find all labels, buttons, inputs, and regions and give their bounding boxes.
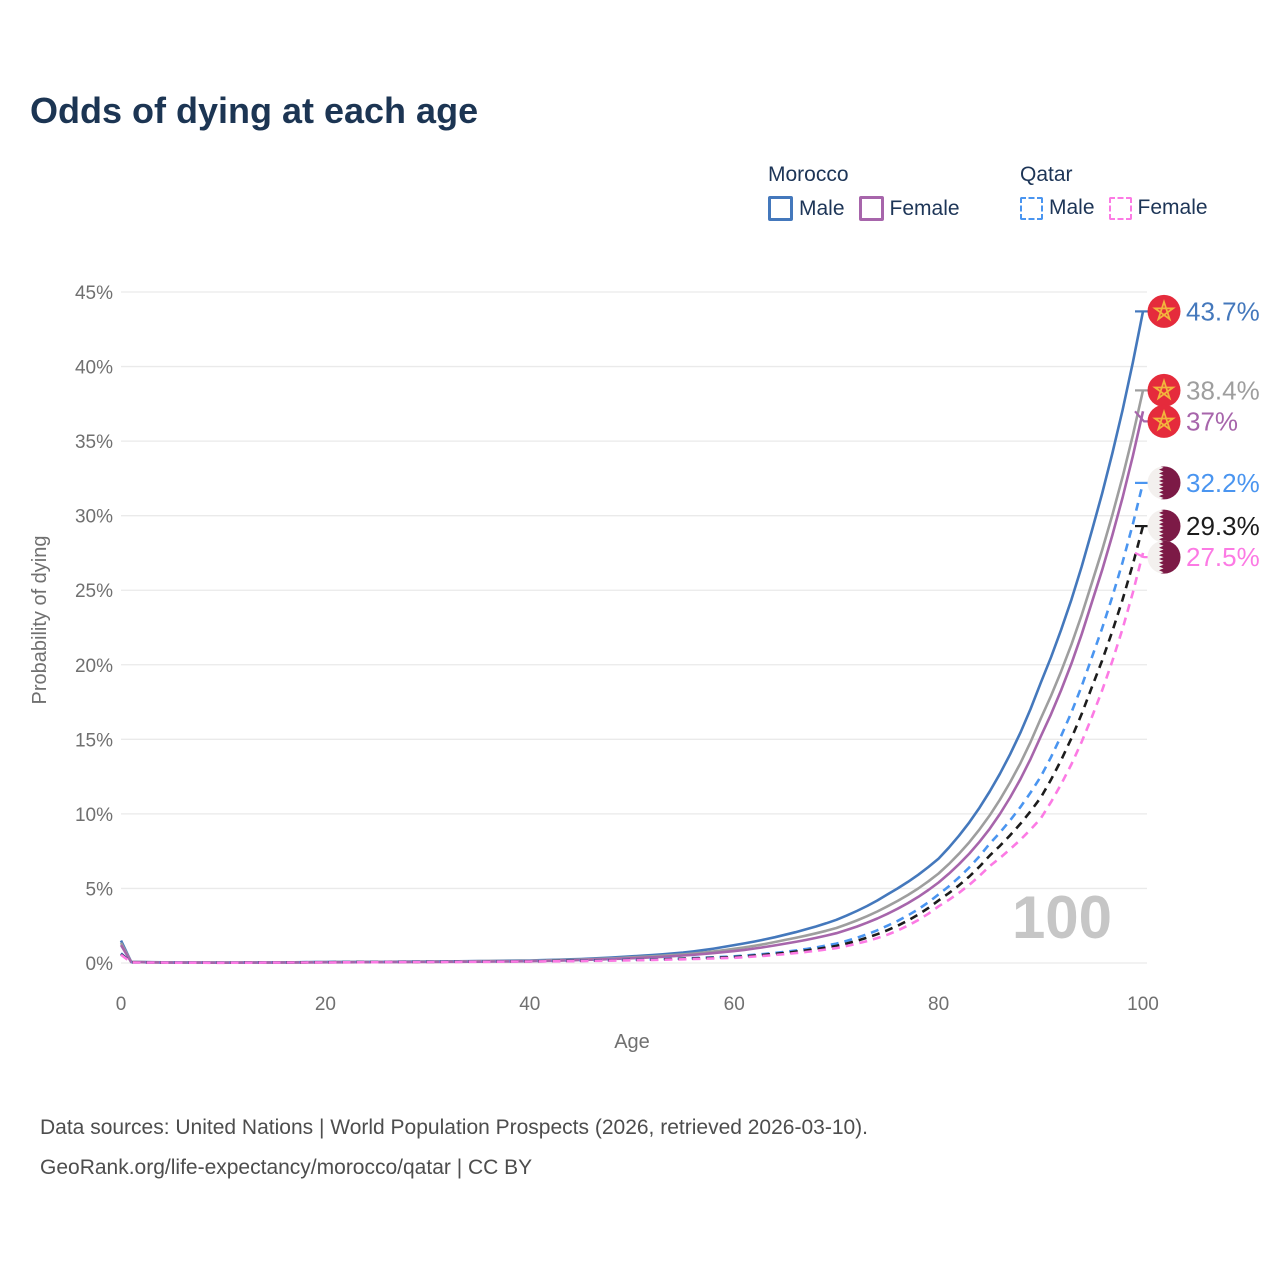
morocco-star-icon	[1152, 377, 1176, 401]
page-title: Odds of dying at each age	[30, 90, 479, 131]
legend-country-morocco[interactable]: Morocco	[768, 163, 849, 187]
y-tick-label: 25%	[75, 581, 113, 602]
end-label-value: 37%	[1186, 406, 1238, 436]
legend-item-morocco-female-label: Female	[889, 196, 960, 220]
age-watermark: 100	[1012, 884, 1112, 951]
legend-item-qatar-male-label: Male	[1049, 196, 1095, 219]
x-tick-label: 0	[116, 994, 127, 1015]
qatar-female-swatch-icon	[1108, 196, 1132, 220]
morocco-male-swatch-icon	[768, 196, 793, 221]
x-tick-label: 60	[724, 994, 745, 1015]
end-label-connector	[1134, 551, 1149, 559]
y-tick-label: 15%	[75, 730, 113, 751]
qatar-flag-maroon	[1159, 540, 1181, 574]
y-tick-label: 20%	[75, 656, 113, 677]
legend-item-morocco-male-label: Male	[799, 196, 845, 220]
end-label-value: 27.5%	[1186, 542, 1260, 572]
end-label-value: 32.2%	[1186, 468, 1260, 498]
y-axis-title: Probability of dying	[29, 536, 51, 705]
morocco-flag-icon	[1147, 404, 1181, 438]
end-label-qatar-all: 29.3%	[1147, 509, 1260, 543]
y-tick-label: 40%	[75, 358, 113, 379]
legend-item-morocco-male[interactable]: Male	[768, 196, 845, 221]
morocco-flag-icon	[1147, 373, 1181, 407]
x-tick-label: 40	[519, 994, 540, 1015]
x-tick-label: 20	[315, 994, 336, 1015]
morocco-star-icon	[1152, 298, 1176, 322]
qatar-flag-icon	[1147, 466, 1181, 500]
morocco-female-swatch-icon	[858, 196, 884, 221]
legend-country-morocco-label: Morocco	[768, 163, 849, 186]
series-line-qatar-female	[120, 552, 1145, 965]
end-label-value: 29.3%	[1186, 511, 1260, 541]
series-line-qatar-all	[120, 525, 1145, 964]
legend-item-qatar-female-label: Female	[1137, 196, 1208, 219]
y-tick-label: 35%	[75, 432, 113, 453]
x-axis-title: Age	[614, 1031, 650, 1053]
end-label-value: 38.4%	[1186, 375, 1260, 405]
end-label-morocco-female: 37%	[1147, 404, 1238, 438]
y-tick-label: 10%	[75, 805, 113, 826]
end-label-value: 43.7%	[1186, 296, 1260, 326]
legend-country-qatar[interactable]: Qatar	[1020, 163, 1073, 187]
end-label-qatar-female: 27.5%	[1147, 540, 1260, 574]
x-tick-label: 80	[928, 994, 949, 1015]
end-label-connector	[1134, 410, 1149, 423]
series-line-morocco-female	[119, 411, 1145, 964]
qatar-flag-icon	[1147, 540, 1181, 574]
y-tick-label: 5%	[86, 879, 114, 900]
legend-group-qatar: Qatar Male Female	[1020, 163, 1208, 220]
end-label-morocco-all: 38.4%	[1147, 373, 1260, 407]
legend-country-qatar-label: Qatar	[1020, 163, 1073, 186]
series-line-qatar-male	[120, 482, 1145, 964]
series-line-morocco-male	[119, 311, 1145, 964]
end-label-morocco-male: 43.7%	[1147, 294, 1260, 328]
qatar-flag-maroon	[1159, 509, 1181, 543]
legend: Morocco Male Female Qatar Male	[0, 0, 1280, 260]
y-tick-label: 0%	[86, 954, 114, 975]
legend-item-morocco-female[interactable]: Female	[858, 196, 960, 221]
footer: Data sources: United Nations | World Pop…	[40, 1108, 868, 1188]
footer-data-sources: Data sources: United Nations | World Pop…	[40, 1116, 869, 1139]
morocco-star-icon	[1152, 408, 1176, 432]
x-tick-label: 100	[1127, 994, 1159, 1015]
qatar-flag-icon	[1147, 509, 1181, 543]
y-tick-label: 30%	[75, 507, 113, 528]
end-label-qatar-male: 32.2%	[1147, 466, 1260, 500]
series-line-morocco-all	[119, 390, 1145, 964]
legend-item-qatar-female[interactable]: Female	[1108, 196, 1208, 220]
footer-attribution: GeoRank.org/life-expectancy/morocco/qata…	[40, 1156, 533, 1179]
qatar-male-swatch-icon	[1020, 196, 1043, 220]
legend-item-qatar-male[interactable]: Male	[1020, 196, 1095, 220]
qatar-flag-maroon	[1159, 466, 1181, 500]
y-tick-label: 45%	[75, 283, 113, 304]
legend-group-morocco: Morocco Male Female	[768, 163, 960, 221]
morocco-flag-icon	[1147, 294, 1181, 328]
